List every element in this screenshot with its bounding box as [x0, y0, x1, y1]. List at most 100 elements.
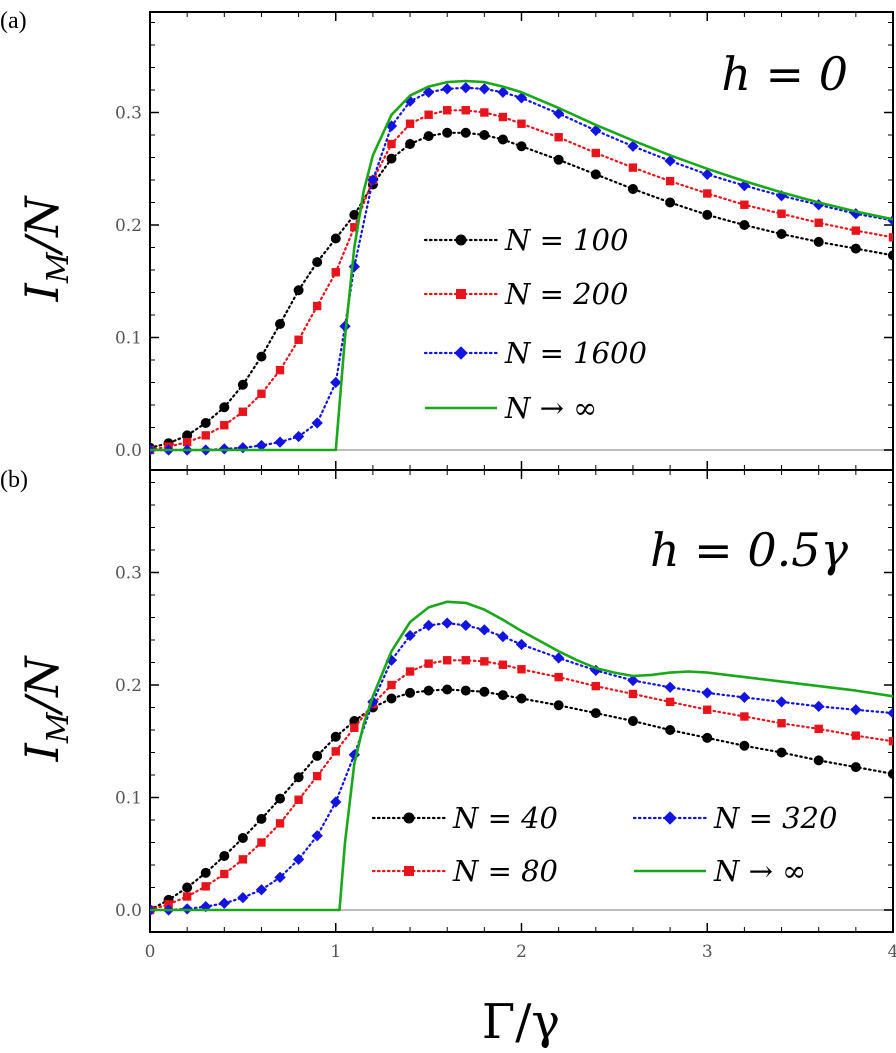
y-tick-label: 0.0	[115, 441, 142, 461]
data-point	[888, 233, 893, 242]
data-point	[627, 184, 638, 194]
y-tick-label: 0.1	[115, 329, 142, 349]
series-3	[150, 79, 893, 452]
x-tick-label: 4	[888, 942, 896, 962]
legend-item: N = 100	[423, 223, 628, 257]
annotation: h = 0.5γ	[650, 523, 849, 577]
legend-item: N = 80	[371, 854, 558, 888]
data-point	[182, 892, 192, 901]
plot-area	[150, 600, 893, 916]
data-point	[740, 712, 749, 721]
legend-label: N = 100	[504, 223, 628, 257]
data-point	[460, 685, 471, 696]
data-point	[813, 236, 824, 247]
data-point	[257, 389, 266, 398]
data-point	[349, 209, 360, 220]
y-label-tail: /N	[15, 195, 69, 256]
data-point	[443, 656, 452, 665]
data-point	[516, 693, 527, 704]
data-point	[292, 430, 305, 443]
data-point	[182, 437, 192, 447]
data-point	[739, 740, 750, 751]
data-point	[628, 689, 638, 699]
legend-swatch-marker	[663, 811, 677, 825]
data-point	[405, 119, 415, 128]
data-point	[813, 700, 825, 713]
data-point	[460, 127, 471, 138]
data-point	[665, 197, 676, 208]
data-point	[386, 153, 397, 164]
x-tick-label: 1	[330, 942, 341, 962]
legend-label: N → ∞	[713, 854, 806, 888]
data-point	[888, 250, 893, 261]
data-point	[311, 830, 323, 842]
data-point	[517, 119, 526, 128]
data-point	[257, 838, 266, 847]
data-point	[888, 737, 893, 746]
data-point	[350, 223, 359, 232]
x-tick-label: 3	[702, 942, 713, 962]
legend: N = 40 N = 80 N = 320 N → ∞	[371, 801, 837, 888]
panel-b: 0.00.10.20.30 1 2 3 4IM/Nh = 0.5γ(b)N = 40N …	[0, 467, 896, 962]
legend-item: N = 320	[632, 801, 837, 835]
data-point	[850, 762, 861, 773]
data-point	[275, 793, 286, 804]
data-point	[460, 82, 472, 94]
data-point	[498, 112, 508, 122]
data-point	[293, 772, 304, 783]
series-2	[150, 617, 893, 916]
data-point	[201, 431, 210, 440]
legend: N = 100 N = 200 N = 1600 N → ∞	[423, 223, 647, 425]
data-point	[405, 667, 415, 676]
data-point	[738, 691, 751, 704]
y-label-tail: /N	[15, 655, 69, 716]
data-point	[590, 169, 601, 180]
series-1	[150, 656, 893, 915]
data-point	[461, 106, 470, 115]
data-point	[386, 693, 397, 704]
data-point	[887, 214, 893, 227]
y-label-sub: M	[41, 251, 76, 284]
data-point	[497, 86, 509, 98]
data-point	[255, 884, 268, 896]
legend-item: N → ∞	[425, 391, 597, 425]
data-point	[740, 200, 749, 209]
data-point	[627, 716, 638, 726]
data-point	[814, 218, 823, 227]
legend-item: N = 40	[371, 801, 558, 835]
data-point	[422, 86, 435, 98]
data-point	[442, 684, 453, 695]
data-point	[665, 725, 676, 735]
data-point	[311, 417, 323, 429]
x-tick-label: 2	[516, 942, 527, 962]
data-point	[441, 83, 453, 95]
data-point	[665, 697, 675, 707]
data-point	[330, 376, 342, 389]
data-point	[479, 686, 490, 697]
data-point	[293, 285, 304, 296]
data-point	[702, 209, 713, 220]
data-point	[516, 141, 527, 152]
y-tick-label: 0.3	[115, 564, 142, 584]
y-tick-label: 0.2	[115, 676, 142, 696]
data-point	[220, 421, 229, 430]
series-0	[150, 684, 893, 915]
y-tick-label: 0.1	[115, 789, 142, 809]
series-3	[150, 600, 893, 912]
data-point	[590, 124, 602, 137]
legend-swatch-marker	[454, 346, 468, 360]
data-point	[703, 189, 712, 198]
legend-label: N = 320	[713, 801, 837, 835]
data-point	[552, 652, 565, 664]
data-point	[887, 707, 893, 719]
data-point	[552, 107, 565, 120]
data-point	[498, 660, 508, 669]
data-point	[200, 418, 211, 428]
data-point	[554, 133, 563, 142]
data-point	[422, 619, 435, 632]
y-axis-label: IM/N	[15, 655, 76, 762]
y-tick-label: 0.3	[115, 104, 142, 124]
data-point	[312, 750, 323, 761]
data-point	[220, 869, 229, 879]
